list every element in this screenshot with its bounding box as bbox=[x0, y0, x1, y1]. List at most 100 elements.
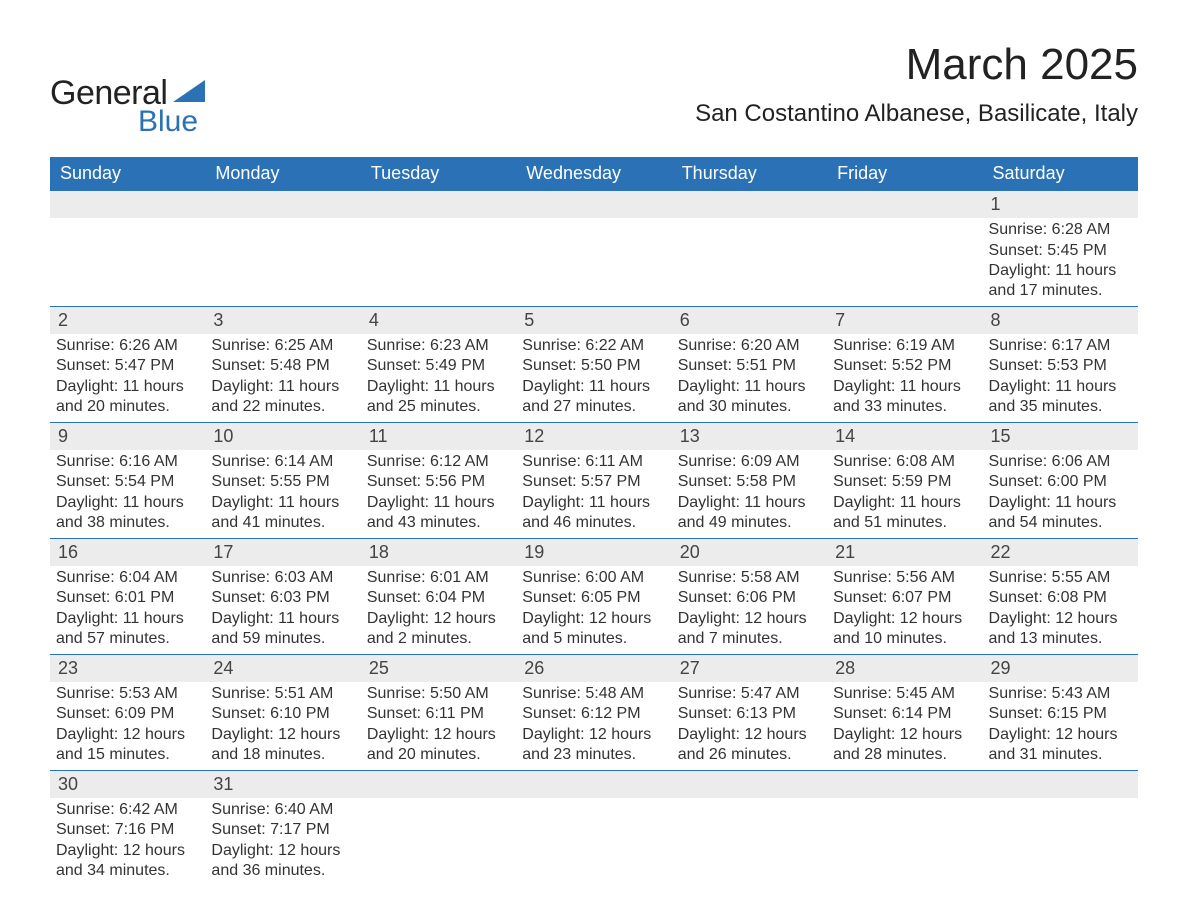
day-sunset: Sunset: 6:05 PM bbox=[522, 588, 665, 608]
day-sunset: Sunset: 7:16 PM bbox=[56, 820, 199, 840]
day-sunrise: Sunrise: 6:23 AM bbox=[367, 336, 510, 356]
day-details-cell bbox=[672, 218, 827, 306]
day-number-cell: 31 bbox=[205, 770, 360, 798]
day-details-cell: Sunrise: 5:43 AMSunset: 6:15 PMDaylight:… bbox=[983, 682, 1138, 770]
day-sunset: Sunset: 5:54 PM bbox=[56, 472, 199, 492]
day-details: Sunrise: 6:03 AMSunset: 6:03 PMDaylight:… bbox=[205, 566, 360, 654]
day-details: Sunrise: 6:17 AMSunset: 5:53 PMDaylight:… bbox=[983, 334, 1138, 422]
day-sunrise: Sunrise: 6:17 AM bbox=[989, 336, 1132, 356]
day-details-cell bbox=[516, 218, 671, 306]
day-number: 5 bbox=[516, 307, 671, 334]
day-number-cell: 25 bbox=[361, 654, 516, 682]
week-daynum-row: 2345678 bbox=[50, 306, 1138, 334]
day-daylight1: Daylight: 12 hours bbox=[211, 725, 354, 745]
day-daylight1: Daylight: 11 hours bbox=[522, 377, 665, 397]
week-details-row: Sunrise: 6:42 AMSunset: 7:16 PMDaylight:… bbox=[50, 798, 1138, 886]
day-details-cell: Sunrise: 5:53 AMSunset: 6:09 PMDaylight:… bbox=[50, 682, 205, 770]
day-daylight2: and 13 minutes. bbox=[989, 629, 1132, 649]
day-sunset: Sunset: 5:59 PM bbox=[833, 472, 976, 492]
day-daylight2: and 51 minutes. bbox=[833, 513, 976, 533]
day-number: 17 bbox=[205, 539, 360, 566]
day-number-cell bbox=[672, 770, 827, 798]
day-daylight2: and 15 minutes. bbox=[56, 745, 199, 765]
day-number-cell: 24 bbox=[205, 654, 360, 682]
day-daylight1: Daylight: 11 hours bbox=[211, 377, 354, 397]
day-details: Sunrise: 5:47 AMSunset: 6:13 PMDaylight:… bbox=[672, 682, 827, 770]
week-details-row: Sunrise: 5:53 AMSunset: 6:09 PMDaylight:… bbox=[50, 682, 1138, 770]
day-sunset: Sunset: 6:11 PM bbox=[367, 704, 510, 724]
day-daylight2: and 27 minutes. bbox=[522, 397, 665, 417]
day-daylight2: and 10 minutes. bbox=[833, 629, 976, 649]
day-number: 10 bbox=[205, 423, 360, 450]
day-sunrise: Sunrise: 6:19 AM bbox=[833, 336, 976, 356]
day-daylight1: Daylight: 12 hours bbox=[522, 609, 665, 629]
day-details: Sunrise: 5:50 AMSunset: 6:11 PMDaylight:… bbox=[361, 682, 516, 770]
day-number-cell: 21 bbox=[827, 538, 982, 566]
day-number-cell: 16 bbox=[50, 538, 205, 566]
day-details: Sunrise: 5:51 AMSunset: 6:10 PMDaylight:… bbox=[205, 682, 360, 770]
day-details: Sunrise: 6:20 AMSunset: 5:51 PMDaylight:… bbox=[672, 334, 827, 422]
day-daylight2: and 5 minutes. bbox=[522, 629, 665, 649]
day-daylight2: and 31 minutes. bbox=[989, 745, 1132, 765]
day-sunrise: Sunrise: 5:50 AM bbox=[367, 684, 510, 704]
day-number: 16 bbox=[50, 539, 205, 566]
day-number: 18 bbox=[361, 539, 516, 566]
day-sunset: Sunset: 6:06 PM bbox=[678, 588, 821, 608]
day-number: 30 bbox=[50, 771, 205, 798]
day-daylight2: and 59 minutes. bbox=[211, 629, 354, 649]
day-details-cell bbox=[827, 798, 982, 886]
day-sunrise: Sunrise: 5:58 AM bbox=[678, 568, 821, 588]
day-number: 12 bbox=[516, 423, 671, 450]
day-number-cell: 18 bbox=[361, 538, 516, 566]
day-daylight2: and 57 minutes. bbox=[56, 629, 199, 649]
day-sunset: Sunset: 6:13 PM bbox=[678, 704, 821, 724]
day-number: 2 bbox=[50, 307, 205, 334]
day-number: 28 bbox=[827, 655, 982, 682]
day-sunrise: Sunrise: 6:09 AM bbox=[678, 452, 821, 472]
day-sunrise: Sunrise: 5:55 AM bbox=[989, 568, 1132, 588]
day-daylight2: and 17 minutes. bbox=[989, 281, 1132, 301]
day-details-cell: Sunrise: 6:40 AMSunset: 7:17 PMDaylight:… bbox=[205, 798, 360, 886]
day-number-cell bbox=[516, 770, 671, 798]
day-details-cell: Sunrise: 6:09 AMSunset: 5:58 PMDaylight:… bbox=[672, 450, 827, 538]
day-sunset: Sunset: 5:51 PM bbox=[678, 356, 821, 376]
day-number: 31 bbox=[205, 771, 360, 798]
day-sunrise: Sunrise: 6:11 AM bbox=[522, 452, 665, 472]
day-details-cell: Sunrise: 5:51 AMSunset: 6:10 PMDaylight:… bbox=[205, 682, 360, 770]
day-number-cell: 27 bbox=[672, 654, 827, 682]
day-daylight2: and 46 minutes. bbox=[522, 513, 665, 533]
day-details-cell: Sunrise: 6:17 AMSunset: 5:53 PMDaylight:… bbox=[983, 334, 1138, 422]
day-details: Sunrise: 5:45 AMSunset: 6:14 PMDaylight:… bbox=[827, 682, 982, 770]
day-number-cell: 30 bbox=[50, 770, 205, 798]
day-sunset: Sunset: 6:01 PM bbox=[56, 588, 199, 608]
day-details: Sunrise: 6:04 AMSunset: 6:01 PMDaylight:… bbox=[50, 566, 205, 654]
day-number-cell bbox=[516, 191, 671, 219]
day-details: Sunrise: 5:48 AMSunset: 6:12 PMDaylight:… bbox=[516, 682, 671, 770]
day-number-cell: 28 bbox=[827, 654, 982, 682]
day-daylight1: Daylight: 12 hours bbox=[989, 609, 1132, 629]
day-sunrise: Sunrise: 5:53 AM bbox=[56, 684, 199, 704]
day-daylight1: Daylight: 11 hours bbox=[211, 609, 354, 629]
day-sunset: Sunset: 6:12 PM bbox=[522, 704, 665, 724]
day-details-cell: Sunrise: 5:45 AMSunset: 6:14 PMDaylight:… bbox=[827, 682, 982, 770]
day-sunset: Sunset: 6:10 PM bbox=[211, 704, 354, 724]
day-number-cell: 7 bbox=[827, 306, 982, 334]
day-sunrise: Sunrise: 6:25 AM bbox=[211, 336, 354, 356]
day-daylight1: Daylight: 11 hours bbox=[989, 493, 1132, 513]
day-sunrise: Sunrise: 5:47 AM bbox=[678, 684, 821, 704]
day-number-cell bbox=[827, 770, 982, 798]
day-details: Sunrise: 6:25 AMSunset: 5:48 PMDaylight:… bbox=[205, 334, 360, 422]
day-daylight1: Daylight: 12 hours bbox=[367, 609, 510, 629]
day-sunrise: Sunrise: 5:48 AM bbox=[522, 684, 665, 704]
day-number-cell: 8 bbox=[983, 306, 1138, 334]
day-number: 22 bbox=[983, 539, 1138, 566]
day-number-cell: 2 bbox=[50, 306, 205, 334]
day-daylight2: and 36 minutes. bbox=[211, 861, 354, 881]
day-daylight1: Daylight: 12 hours bbox=[56, 841, 199, 861]
day-daylight1: Daylight: 12 hours bbox=[211, 841, 354, 861]
day-number: 27 bbox=[672, 655, 827, 682]
day-daylight1: Daylight: 12 hours bbox=[833, 725, 976, 745]
day-sunset: Sunset: 5:53 PM bbox=[989, 356, 1132, 376]
weekday-header: Wednesday bbox=[516, 157, 671, 191]
day-daylight1: Daylight: 11 hours bbox=[56, 493, 199, 513]
